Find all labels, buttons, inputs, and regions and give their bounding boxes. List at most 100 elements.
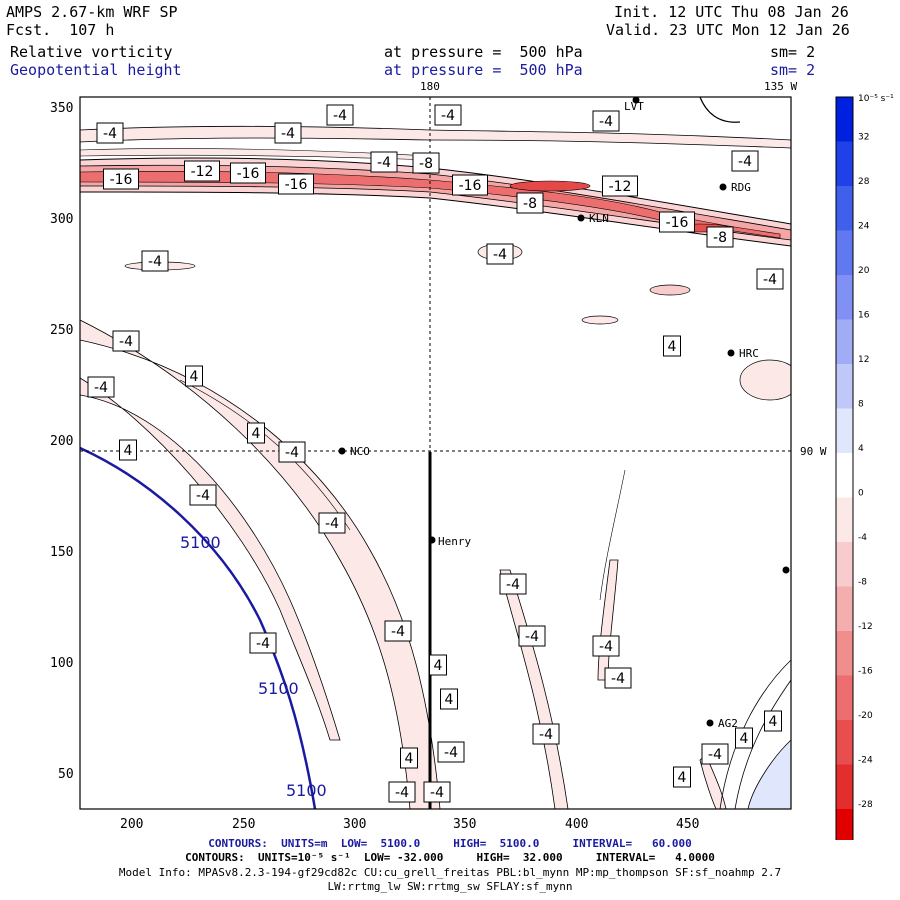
height-label: 5100	[258, 679, 299, 698]
vorticity-label: 4	[740, 731, 749, 747]
x-tick: 400	[565, 817, 588, 832]
vorticity-label: -4	[377, 155, 391, 171]
vorticity-label: -4	[708, 747, 722, 763]
vorticity-label: 4	[445, 692, 454, 708]
field1-smoothing: sm= 2	[770, 43, 816, 61]
station-marker	[706, 719, 714, 727]
colorbar-tick: 20	[858, 266, 870, 276]
colorbar-swatch	[836, 319, 853, 364]
vorticity-label-box	[278, 441, 306, 463]
vorticity-label: -4	[763, 272, 777, 288]
field1-level: at pressure = 500 hPa	[384, 43, 583, 61]
vorticity-label-box	[429, 654, 447, 676]
vorticity-label: 4	[124, 443, 133, 459]
map-frame	[79, 96, 792, 810]
meridian-right-label: 135 W	[764, 80, 797, 93]
vorticity-label-box	[701, 743, 729, 765]
vorticity-label-box	[247, 422, 265, 444]
vorticity-label-box	[764, 710, 782, 732]
station-marker	[727, 349, 735, 357]
vorticity-label-box	[412, 152, 440, 174]
vorticity-label-box	[278, 173, 314, 195]
colorbar-tick: -20	[858, 711, 873, 721]
vorticity-label-box	[486, 243, 514, 265]
vorticity-label: -16	[285, 177, 308, 193]
vorticity-label: 4	[405, 751, 414, 767]
vorticity-label: -16	[237, 166, 260, 182]
vorticity-label: -8	[419, 156, 433, 172]
station-marker	[338, 447, 346, 455]
vorticity-label: -4	[103, 126, 117, 142]
colorbar-tick: 28	[858, 177, 870, 187]
vorticity-label: -4	[430, 785, 444, 801]
vorticity-label: -4	[395, 785, 409, 801]
vorticity-label: -4	[441, 108, 455, 124]
vorticity-label-box	[440, 688, 458, 710]
model-title: AMPS 2.67-km WRF SP	[6, 3, 178, 21]
x-tick: 200	[120, 817, 143, 832]
colorbar-tick: -8	[858, 578, 867, 588]
x-tick: 250	[232, 817, 255, 832]
vorticity-label-box	[756, 268, 784, 290]
vorticity-label-box	[189, 484, 217, 506]
vorticity-label-box	[326, 104, 354, 126]
map-plot: 180 135 W 90 W 200 250 300 350 400 450 3…	[50, 80, 894, 840]
vorticity-label-box	[516, 192, 544, 214]
vorticity-label: -8	[523, 196, 537, 212]
vorticity-label-box	[230, 162, 266, 184]
station-marker	[782, 566, 790, 574]
colorbar-tick: -16	[858, 667, 873, 677]
vorticity-label: -12	[609, 179, 632, 195]
y-tick: 50	[58, 767, 74, 782]
footer-height-contours: CONTOURS: UNITS=m LOW= 5100.0 HIGH= 5100…	[208, 837, 692, 850]
colorbar-tick: 16	[858, 311, 870, 321]
y-tick: 100	[50, 656, 73, 671]
vorticity-label: -16	[110, 172, 133, 188]
height-labels: 5100 5100 5100	[180, 533, 327, 800]
colorbar-tick: -28	[858, 800, 873, 810]
colorbar-tick: 0	[858, 489, 864, 499]
colorbar-swatch	[836, 141, 853, 186]
field2-smoothing: sm= 2	[770, 61, 816, 79]
vorticity-label-box	[184, 160, 220, 182]
vorticity-label: -4	[256, 636, 270, 652]
vorticity-label: -4	[281, 126, 295, 142]
vorticity-label-box	[659, 211, 695, 233]
vorticity-label-box	[731, 150, 759, 172]
vorticity-label: -4	[539, 727, 553, 743]
vorticity-label: -4	[148, 254, 162, 270]
vorticity-label-box	[673, 766, 691, 788]
vorticity-label-box	[499, 573, 527, 595]
vorticity-label-box	[452, 174, 488, 196]
station-marker	[719, 183, 727, 191]
field2-name: Geopotential height	[10, 61, 182, 79]
colorbar-swatch	[836, 453, 853, 498]
vorticity-label: -4	[119, 334, 133, 350]
vorticity-label-box	[249, 632, 277, 654]
colorbar-tick: -4	[858, 533, 867, 543]
colorbar-swatch	[836, 542, 853, 587]
footer-model-info-2: LW:rrtmg_lw SW:rrtmg_sw SFLAY:sf_mynn	[327, 880, 573, 893]
vorticity-label-box	[706, 226, 734, 248]
vorticity-label-box	[274, 122, 302, 144]
vorticity-label: 4	[190, 369, 199, 385]
meridian-top-label: 180	[420, 80, 440, 93]
field2-level: at pressure = 500 hPa	[384, 61, 583, 79]
vorticity-label: -4	[738, 154, 752, 170]
footer-model-info: Model Info: MPASv8.2.3-194-gf29cd82c CU:…	[118, 866, 782, 879]
vorticity-label-box	[96, 122, 124, 144]
station-label: Henry	[438, 535, 471, 548]
vorticity-label: -4	[391, 624, 405, 640]
colorbar-swatch	[836, 631, 853, 676]
y-tick: 300	[50, 212, 73, 227]
vorticity-label: -4	[493, 247, 507, 263]
y-tick: 250	[50, 323, 73, 338]
x-tick: 450	[676, 817, 699, 832]
colorbar-tick: 4	[858, 444, 864, 454]
colorbar-swatch	[836, 230, 853, 275]
colorbar-tick: 24	[858, 222, 870, 232]
vorticity-label: -4	[525, 629, 539, 645]
vorticity-label: -4	[444, 745, 458, 761]
vorticity-label-box	[185, 365, 203, 387]
vorticity-label-box	[592, 635, 620, 657]
